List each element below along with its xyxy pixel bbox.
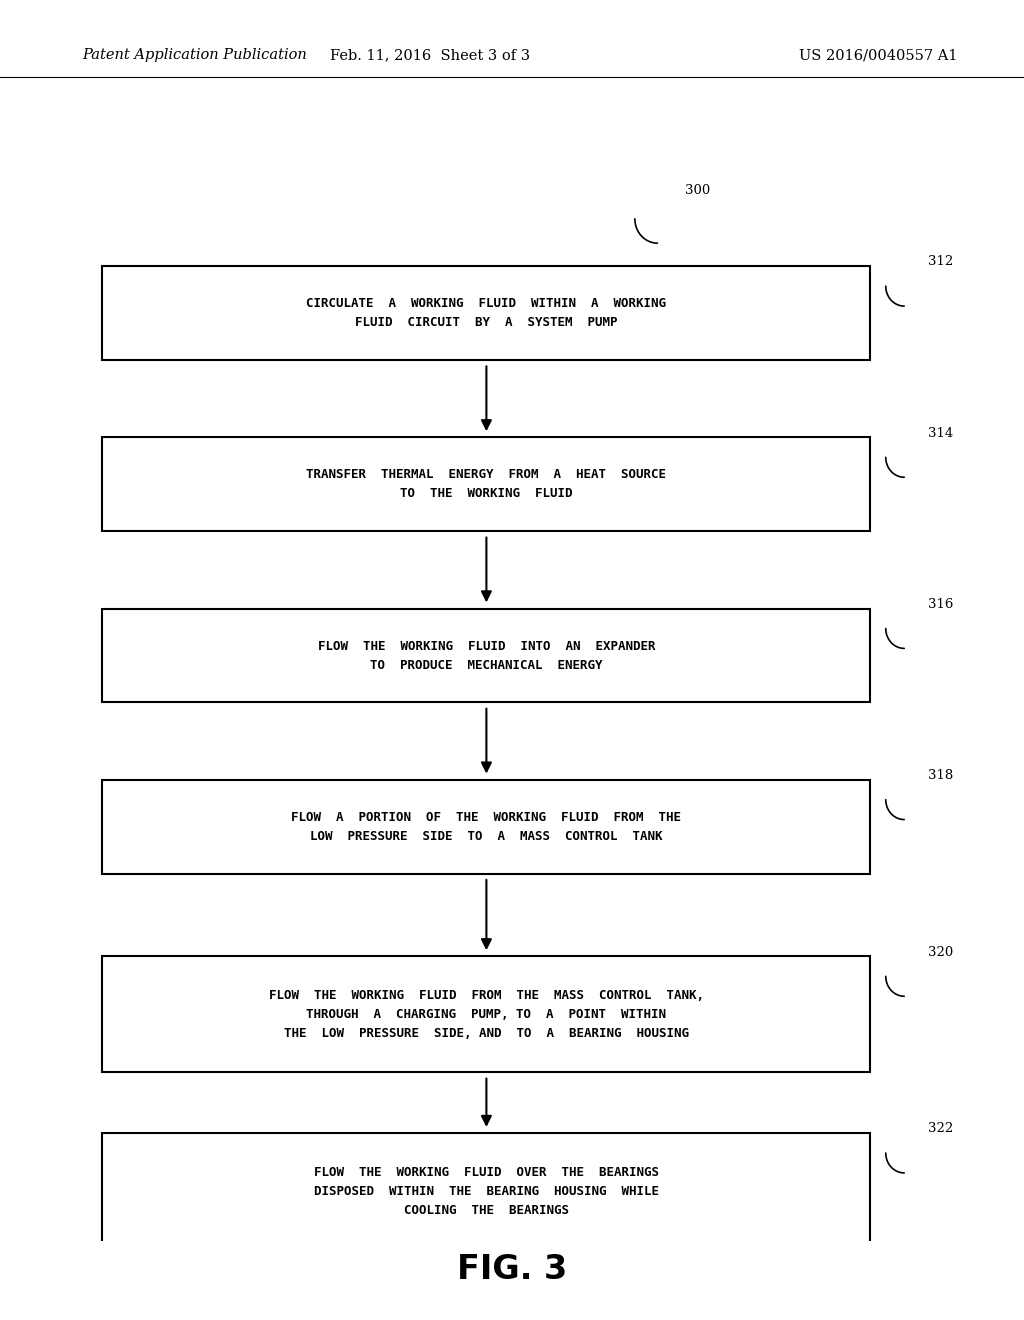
Text: 300: 300 — [685, 183, 711, 197]
Text: 322: 322 — [928, 1122, 953, 1135]
Text: 318: 318 — [928, 768, 953, 781]
FancyBboxPatch shape — [102, 267, 870, 360]
FancyBboxPatch shape — [102, 437, 870, 532]
Text: FIG. 3: FIG. 3 — [457, 1254, 567, 1286]
Text: Patent Application Publication: Patent Application Publication — [82, 49, 306, 62]
Text: TRANSFER  THERMAL  ENERGY  FROM  A  HEAT  SOURCE
TO  THE  WORKING  FLUID: TRANSFER THERMAL ENERGY FROM A HEAT SOUR… — [306, 469, 667, 500]
Text: 314: 314 — [928, 426, 953, 440]
FancyBboxPatch shape — [102, 957, 870, 1072]
FancyBboxPatch shape — [102, 609, 870, 702]
Text: CIRCULATE  A  WORKING  FLUID  WITHIN  A  WORKING
FLUID  CIRCUIT  BY  A  SYSTEM  : CIRCULATE A WORKING FLUID WITHIN A WORKI… — [306, 297, 667, 329]
FancyBboxPatch shape — [102, 780, 870, 874]
Text: FLOW  THE  WORKING  FLUID  OVER  THE  BEARINGS
DISPOSED  WITHIN  THE  BEARING  H: FLOW THE WORKING FLUID OVER THE BEARINGS… — [314, 1166, 658, 1217]
Text: 316: 316 — [928, 598, 953, 611]
Text: 320: 320 — [928, 945, 953, 958]
Text: 312: 312 — [928, 255, 953, 268]
Text: FLOW  A  PORTION  OF  THE  WORKING  FLUID  FROM  THE
LOW  PRESSURE  SIDE  TO  A : FLOW A PORTION OF THE WORKING FLUID FROM… — [292, 810, 681, 842]
Text: FLOW  THE  WORKING  FLUID  INTO  AN  EXPANDER
TO  PRODUCE  MECHANICAL  ENERGY: FLOW THE WORKING FLUID INTO AN EXPANDER … — [317, 640, 655, 672]
Text: FLOW  THE  WORKING  FLUID  FROM  THE  MASS  CONTROL  TANK,
THROUGH  A  CHARGING : FLOW THE WORKING FLUID FROM THE MASS CON… — [269, 989, 703, 1040]
Text: US 2016/0040557 A1: US 2016/0040557 A1 — [799, 49, 957, 62]
FancyBboxPatch shape — [102, 1133, 870, 1249]
Text: Feb. 11, 2016  Sheet 3 of 3: Feb. 11, 2016 Sheet 3 of 3 — [330, 49, 530, 62]
